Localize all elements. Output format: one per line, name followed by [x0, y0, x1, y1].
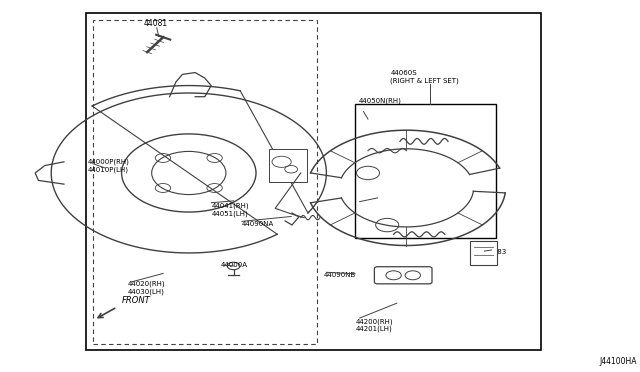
Bar [93, 20, 317, 344]
Text: 44090NB: 44090NB [323, 272, 355, 278]
FancyBboxPatch shape [269, 149, 307, 182]
Text: 44050N(RH)
44050NC(LH): 44050N(RH) 44050NC(LH) [358, 97, 405, 112]
Text: 44020(RH)
44030(LH): 44020(RH) 44030(LH) [128, 281, 166, 295]
Text: 44000P(RH)
44010P(LH): 44000P(RH) 44010P(LH) [88, 158, 129, 173]
Text: 44132NA(RH)
44132NC(LH): 44132NA(RH) 44132NC(LH) [357, 201, 404, 215]
Text: 44090NA: 44090NA [242, 221, 274, 227]
Text: 44083: 44083 [485, 249, 508, 255]
FancyBboxPatch shape [470, 241, 497, 265]
Text: 44060S
(RIGHT & LEFT SET): 44060S (RIGHT & LEFT SET) [390, 70, 459, 84]
Text: 44000A: 44000A [221, 262, 248, 268]
Bar [86, 13, 541, 350]
Text: J44100HA: J44100HA [599, 357, 637, 366]
Bar [355, 104, 496, 238]
FancyBboxPatch shape [374, 267, 432, 284]
Text: 44081: 44081 [144, 19, 168, 28]
Text: FRONT: FRONT [122, 296, 150, 305]
Text: 44041(RH)
44051(LH): 44041(RH) 44051(LH) [211, 203, 249, 217]
Text: 44200(RH)
44201(LH): 44200(RH) 44201(LH) [356, 318, 394, 332]
